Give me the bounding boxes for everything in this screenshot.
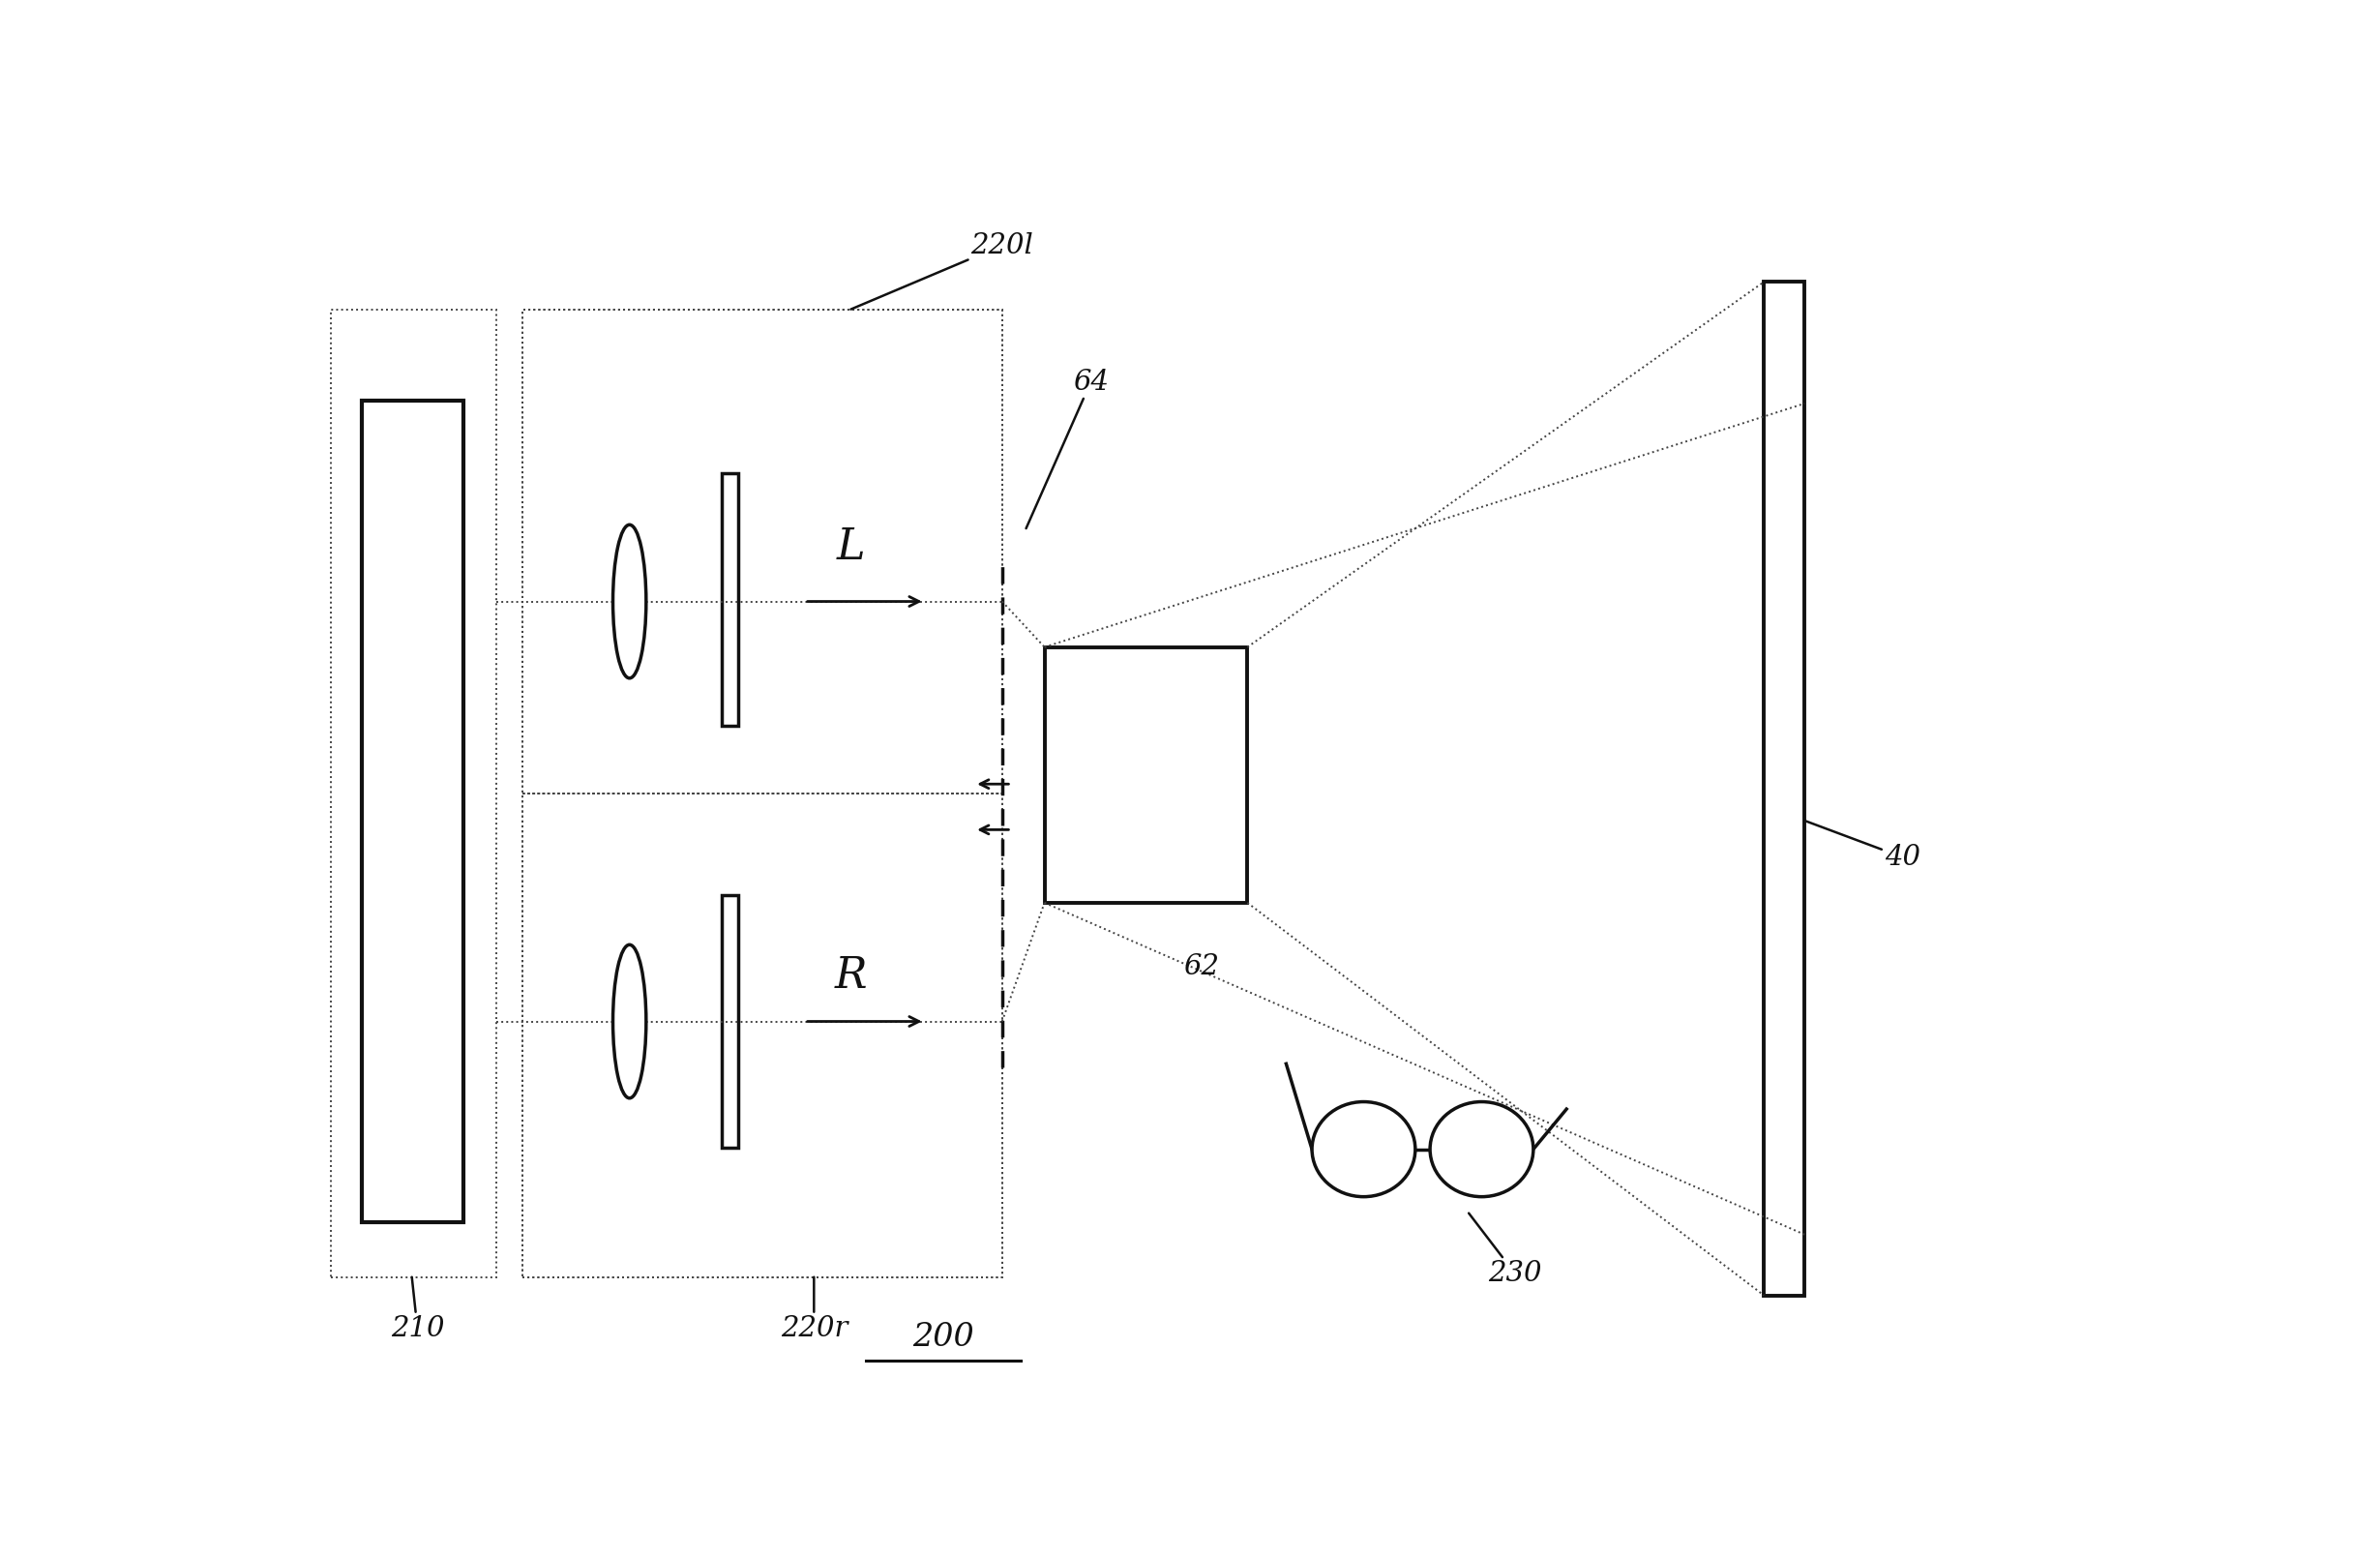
Text: 220r: 220r xyxy=(781,1278,847,1341)
Text: R: R xyxy=(835,955,866,997)
Text: 40: 40 xyxy=(1804,821,1921,871)
Bar xyxy=(362,400,464,1223)
Ellipse shape xyxy=(1430,1102,1533,1197)
Bar xyxy=(721,474,738,726)
Ellipse shape xyxy=(614,525,645,678)
Bar xyxy=(524,310,1002,793)
Ellipse shape xyxy=(1311,1102,1416,1197)
Text: 210: 210 xyxy=(390,1278,445,1341)
Bar xyxy=(721,896,738,1147)
Text: 220l: 220l xyxy=(852,232,1033,310)
Text: L: L xyxy=(838,525,864,567)
Bar xyxy=(524,793,1002,1278)
Text: 62: 62 xyxy=(1183,953,1219,980)
Text: 230: 230 xyxy=(1468,1214,1542,1287)
Text: 200: 200 xyxy=(912,1321,973,1352)
Bar xyxy=(1045,647,1247,902)
Bar xyxy=(1764,282,1804,1295)
Ellipse shape xyxy=(614,944,645,1098)
Bar xyxy=(331,310,497,1278)
Text: 64: 64 xyxy=(1026,369,1109,528)
Bar xyxy=(524,310,1002,1278)
